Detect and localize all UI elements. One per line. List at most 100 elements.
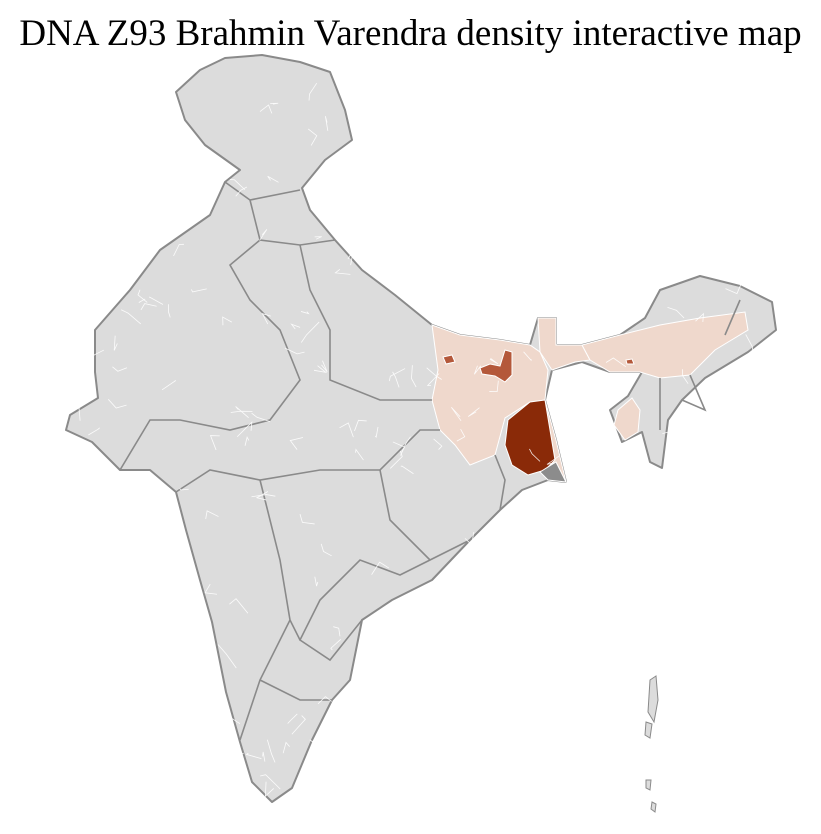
district-border [173, 243, 184, 257]
district-border [389, 450, 403, 469]
district-border [667, 306, 685, 319]
district-border [290, 323, 301, 330]
district-border [161, 380, 177, 391]
district-border [229, 598, 249, 614]
district-border [411, 365, 417, 388]
district-border [222, 316, 232, 326]
district-border [284, 347, 305, 355]
district-border [347, 249, 354, 266]
district-border [300, 321, 320, 343]
district-border [261, 313, 271, 325]
state-border [224, 181, 336, 246]
district-border [374, 426, 379, 439]
district-border [489, 380, 499, 393]
district-border [426, 373, 440, 386]
district-border [138, 298, 146, 303]
district-border [473, 365, 482, 375]
district-border [149, 296, 164, 305]
district-border [307, 128, 318, 146]
district-border [107, 399, 127, 409]
district-border [605, 357, 627, 368]
district-border [289, 437, 304, 450]
district-border [205, 510, 219, 519]
district-border [321, 360, 328, 373]
district-border [426, 367, 442, 380]
island[interactable] [647, 675, 659, 724]
district-border [388, 368, 406, 382]
india-base-map[interactable] [65, 54, 777, 813]
district-border [287, 713, 298, 724]
state-border [298, 469, 471, 662]
district-border [456, 428, 466, 442]
district-border [78, 397, 82, 421]
district-border [725, 283, 742, 295]
region-medium-2[interactable] [479, 349, 513, 383]
island[interactable] [644, 721, 653, 739]
district-border [308, 82, 318, 101]
state-border [175, 429, 440, 493]
district-border [217, 644, 237, 669]
district-border [262, 751, 266, 762]
region-medium-1[interactable] [442, 354, 456, 365]
state-border [119, 239, 301, 471]
state-border [659, 299, 741, 430]
district-border [112, 366, 128, 372]
district-border [230, 410, 253, 413]
district-border [282, 741, 290, 754]
district-border [300, 311, 310, 315]
district-border [291, 715, 306, 735]
district-border [270, 102, 279, 105]
district-border [662, 424, 674, 435]
state-border [259, 679, 332, 701]
district-border [745, 334, 754, 354]
district-border [529, 448, 541, 462]
district-border [88, 349, 105, 360]
district-border [489, 357, 499, 365]
district-border [167, 304, 171, 318]
district-border [339, 422, 354, 438]
district-border [140, 303, 157, 311]
density-regions [431, 311, 749, 484]
district-border [523, 351, 532, 362]
district-border [546, 455, 560, 465]
region-low-tripura[interactable] [613, 397, 641, 441]
district-border [229, 179, 246, 191]
state-border [299, 244, 432, 401]
region-high-bengal[interactable] [504, 399, 556, 476]
district-border [120, 309, 142, 325]
district-border [245, 752, 262, 760]
island[interactable] [645, 779, 652, 791]
district-border [251, 494, 276, 498]
district-border [259, 229, 268, 241]
district-border [334, 268, 351, 275]
island[interactable] [650, 801, 657, 813]
district-border [330, 639, 342, 651]
district-border [464, 532, 475, 546]
region-medium-3[interactable] [625, 358, 635, 365]
district-border [235, 186, 248, 197]
district-border [695, 312, 704, 323]
district-border [333, 626, 341, 637]
district-border [260, 774, 281, 790]
district-border [314, 576, 319, 587]
district-border [255, 491, 269, 501]
india-outline[interactable] [65, 54, 777, 803]
district-border [681, 369, 689, 384]
district-border [266, 739, 276, 763]
district-border [392, 371, 400, 388]
district-border [113, 335, 118, 351]
district-border [314, 236, 322, 240]
district-border [400, 465, 414, 475]
andaman-nicobar-islands[interactable] [644, 675, 659, 813]
region-outside[interactable] [539, 461, 567, 483]
region-low-assam[interactable] [581, 311, 749, 379]
district-border [179, 488, 189, 491]
district-border [204, 583, 218, 595]
district-border [209, 435, 220, 451]
district-border [235, 752, 244, 761]
district-border [324, 116, 329, 131]
district-border [320, 543, 332, 557]
district-border [244, 436, 250, 446]
district-border [468, 407, 480, 417]
